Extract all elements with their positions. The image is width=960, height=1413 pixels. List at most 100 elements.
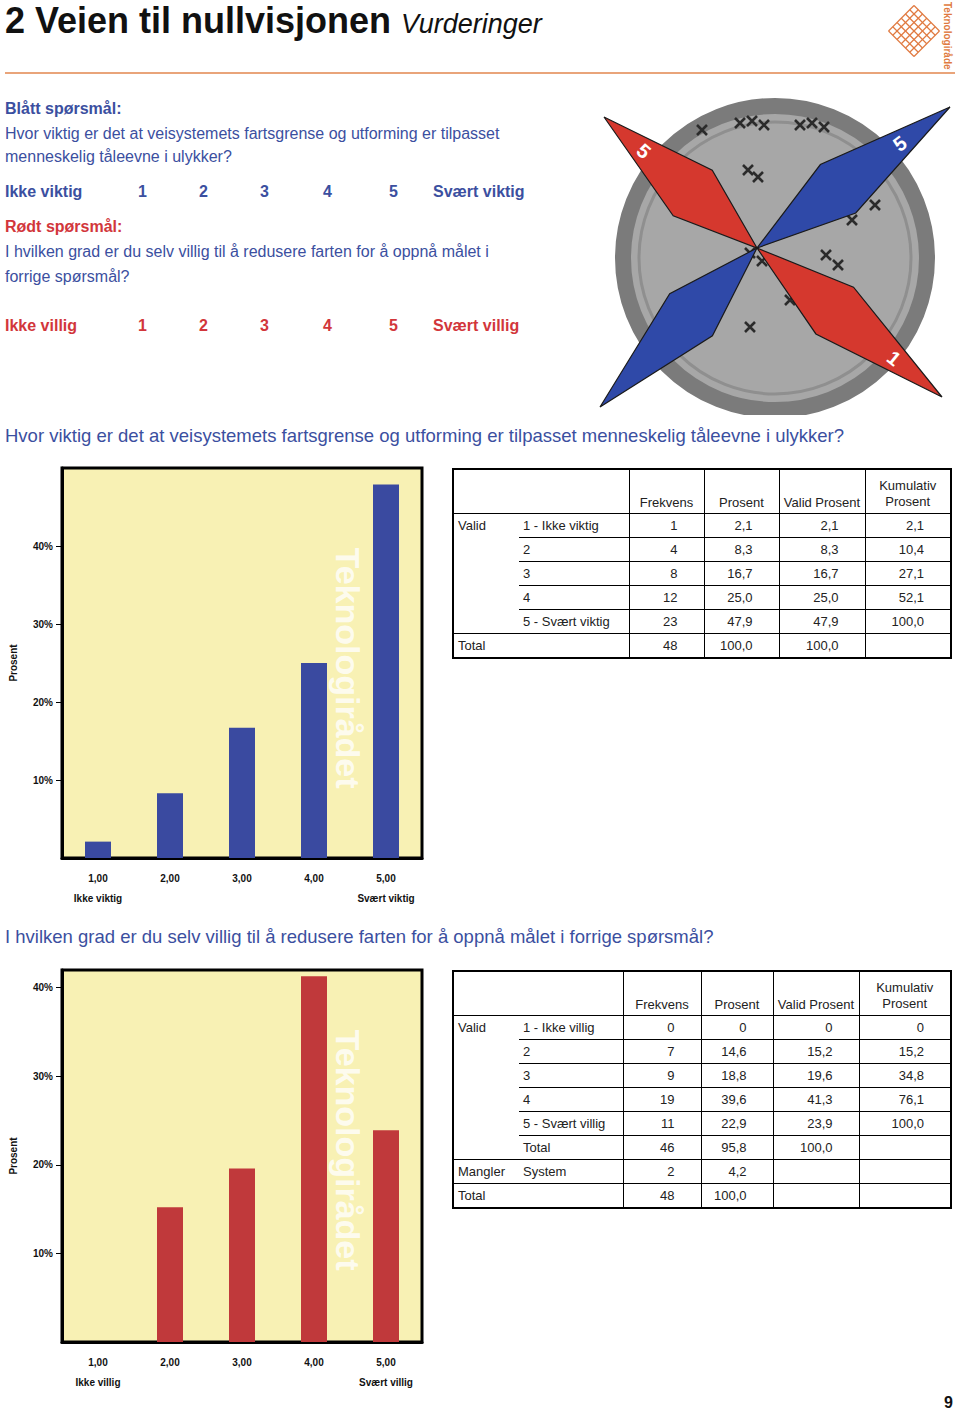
html-text:16,7: 16,7 xyxy=(813,566,839,581)
html-text:Ikke villig: Ikke villig xyxy=(5,317,77,334)
svg-text:10%: 10% xyxy=(33,1248,53,1259)
svg-text:Prosent: Prosent xyxy=(8,644,19,682)
html-text:Kumulativ Prosent: Kumulativ Prosent xyxy=(879,478,937,509)
html-text:Valid: Valid xyxy=(458,518,486,534)
html-text:100,0: 100,0 xyxy=(806,638,839,653)
html-text:2 Veien til nullvisjonen Vurde: 2 Veien til nullvisjonen Vurderinger xyxy=(5,0,542,41)
html-text:10,4: 10,4 xyxy=(898,542,924,557)
html-text:22,9: 22,9 xyxy=(721,1116,747,1131)
svg-text:2,00: 2,00 xyxy=(160,1357,180,1368)
svg-text:Ikke viktig: Ikke viktig xyxy=(74,893,122,904)
html-text:95,8: 95,8 xyxy=(721,1140,747,1155)
html-text:15,2: 15,2 xyxy=(898,1044,924,1059)
html-text:I hvilken grad er du selv vill: I hvilken grad er du selv villig til å r… xyxy=(5,926,714,947)
html-text:23: 23 xyxy=(663,614,678,629)
html-text:100,0: 100,0 xyxy=(800,1140,833,1155)
html-text:Prosent: Prosent xyxy=(719,495,764,510)
html-text:2,1: 2,1 xyxy=(820,518,839,533)
svg-text:4,00: 4,00 xyxy=(304,873,324,884)
svg-text:1,00: 1,00 xyxy=(88,1357,108,1368)
html-text:Blått spørsmål:: Blått spørsmål: xyxy=(5,100,122,117)
html-text:Valid Prosent: Valid Prosent xyxy=(783,495,861,510)
svg-text:Teknologirådet: Teknologirådet xyxy=(329,547,367,788)
html-text:100,0: 100,0 xyxy=(720,638,753,653)
html-text:1 - Ikke viktig: 1 - Ikke viktig xyxy=(523,518,599,533)
html-text:Frekvens: Frekvens xyxy=(635,997,689,1012)
html-text:12: 12 xyxy=(663,590,678,605)
html-text:100,0: 100,0 xyxy=(891,614,924,629)
html-text:76,1: 76,1 xyxy=(898,1092,924,1107)
html-text:Hvor viktig er det at veisyste: Hvor viktig er det at veisystemets farts… xyxy=(5,125,500,142)
html-text:menneskelig tåleevne i ulykker: menneskelig tåleevne i ulykker? xyxy=(5,148,232,165)
html-text:5 - Svært viktig: 5 - Svært viktig xyxy=(523,614,610,629)
svg-text:40%: 40% xyxy=(33,982,53,993)
svg-text:5,00: 5,00 xyxy=(376,1357,396,1368)
svg-text:Prosent: Prosent xyxy=(8,1137,19,1175)
svg-text:Ikke villig: Ikke villig xyxy=(75,1377,120,1388)
html-text:25,0: 25,0 xyxy=(813,590,839,605)
svg-text:3,00: 3,00 xyxy=(232,873,252,884)
html-text:15,2: 15,2 xyxy=(807,1044,833,1059)
html-text:Total: Total xyxy=(458,1188,486,1203)
svg-text:20%: 20% xyxy=(33,697,53,708)
html-text:48: 48 xyxy=(663,638,678,653)
svg-text:3,00: 3,00 xyxy=(232,1357,252,1368)
svg-text:Teknologirådet: Teknologirådet xyxy=(942,2,953,70)
html-text:18,8: 18,8 xyxy=(721,1068,747,1083)
html-text:8,3: 8,3 xyxy=(734,542,753,557)
html-text:forrige spørsmål?: forrige spørsmål? xyxy=(5,268,130,285)
html-text:14,6: 14,6 xyxy=(721,1044,747,1059)
html-text:Hvor viktig er det at veisyste: Hvor viktig er det at veisystemets farts… xyxy=(5,425,844,446)
svg-text:5,00: 5,00 xyxy=(376,873,396,884)
html-text:System: System xyxy=(523,1164,567,1179)
html-text:4,2: 4,2 xyxy=(728,1164,747,1179)
svg-text:40%: 40% xyxy=(33,541,53,552)
svg-text:Teknologirådet: Teknologirådet xyxy=(329,1029,367,1270)
svg-text:30%: 30% xyxy=(33,1071,53,1082)
svg-text:1,00: 1,00 xyxy=(88,873,108,884)
html-text:100,0: 100,0 xyxy=(891,1116,924,1131)
html-text:48: 48 xyxy=(660,1188,675,1203)
html-text:Valid Prosent: Valid Prosent xyxy=(777,997,855,1012)
html-text:Rødt spørsmål:: Rødt spørsmål: xyxy=(5,218,123,235)
html-text:Total: Total xyxy=(523,1140,551,1155)
html-text:2,1: 2,1 xyxy=(905,518,924,533)
html-text:Frekvens: Frekvens xyxy=(639,495,694,510)
svg-text:2,00: 2,00 xyxy=(160,873,180,884)
html-text:Prosent: Prosent xyxy=(714,997,760,1012)
svg-text:Svært villig: Svært villig xyxy=(359,1377,413,1388)
html-text:41,3: 41,3 xyxy=(807,1092,833,1107)
html-text:Svært viktig: Svært viktig xyxy=(433,183,525,200)
svg-text:20%: 20% xyxy=(33,1159,53,1170)
html-text:I hvilken grad er du selv vill: I hvilken grad er du selv villig til å r… xyxy=(5,243,489,260)
svg-text:4,00: 4,00 xyxy=(304,1357,324,1368)
html-text:Ikke viktig: Ikke viktig xyxy=(5,183,83,200)
html-text:47,9: 47,9 xyxy=(727,614,753,629)
svg-text:Svært viktig: Svært viktig xyxy=(357,893,414,904)
html-text:46: 46 xyxy=(660,1140,675,1155)
html-text:23,9: 23,9 xyxy=(807,1116,833,1131)
html-text:Total: Total xyxy=(458,638,486,653)
svg-text:10%: 10% xyxy=(33,775,53,786)
html-text:1 - Ikke villig: 1 - Ikke villig xyxy=(523,1020,595,1035)
html-text:Svært villig: Svært villig xyxy=(433,317,520,334)
html-text:52,1: 52,1 xyxy=(898,590,924,605)
html-text:34,8: 34,8 xyxy=(898,1068,924,1083)
svg-text:1: 1 xyxy=(883,346,905,370)
html-text:19: 19 xyxy=(660,1092,675,1107)
html-text:Mangler: Mangler xyxy=(458,1164,505,1179)
svg-text:30%: 30% xyxy=(33,619,53,630)
html-text:25,0: 25,0 xyxy=(727,590,753,605)
html-text:8,3: 8,3 xyxy=(820,542,839,557)
html-text:Valid: Valid xyxy=(458,1020,486,1036)
html-text:Kumulativ Prosent: Kumulativ Prosent xyxy=(876,980,934,1011)
html-text:39,6: 39,6 xyxy=(721,1092,747,1107)
html-text:5 - Svært villig: 5 - Svært villig xyxy=(523,1116,606,1131)
html-text:27,1: 27,1 xyxy=(898,566,924,581)
svg-text:5: 5 xyxy=(889,131,911,155)
html-text:16,7: 16,7 xyxy=(727,566,753,581)
svg-text:5: 5 xyxy=(632,139,655,163)
html-text:47,9: 47,9 xyxy=(813,614,839,629)
html-text:2,1: 2,1 xyxy=(734,518,753,533)
html-text:19,6: 19,6 xyxy=(807,1068,833,1083)
